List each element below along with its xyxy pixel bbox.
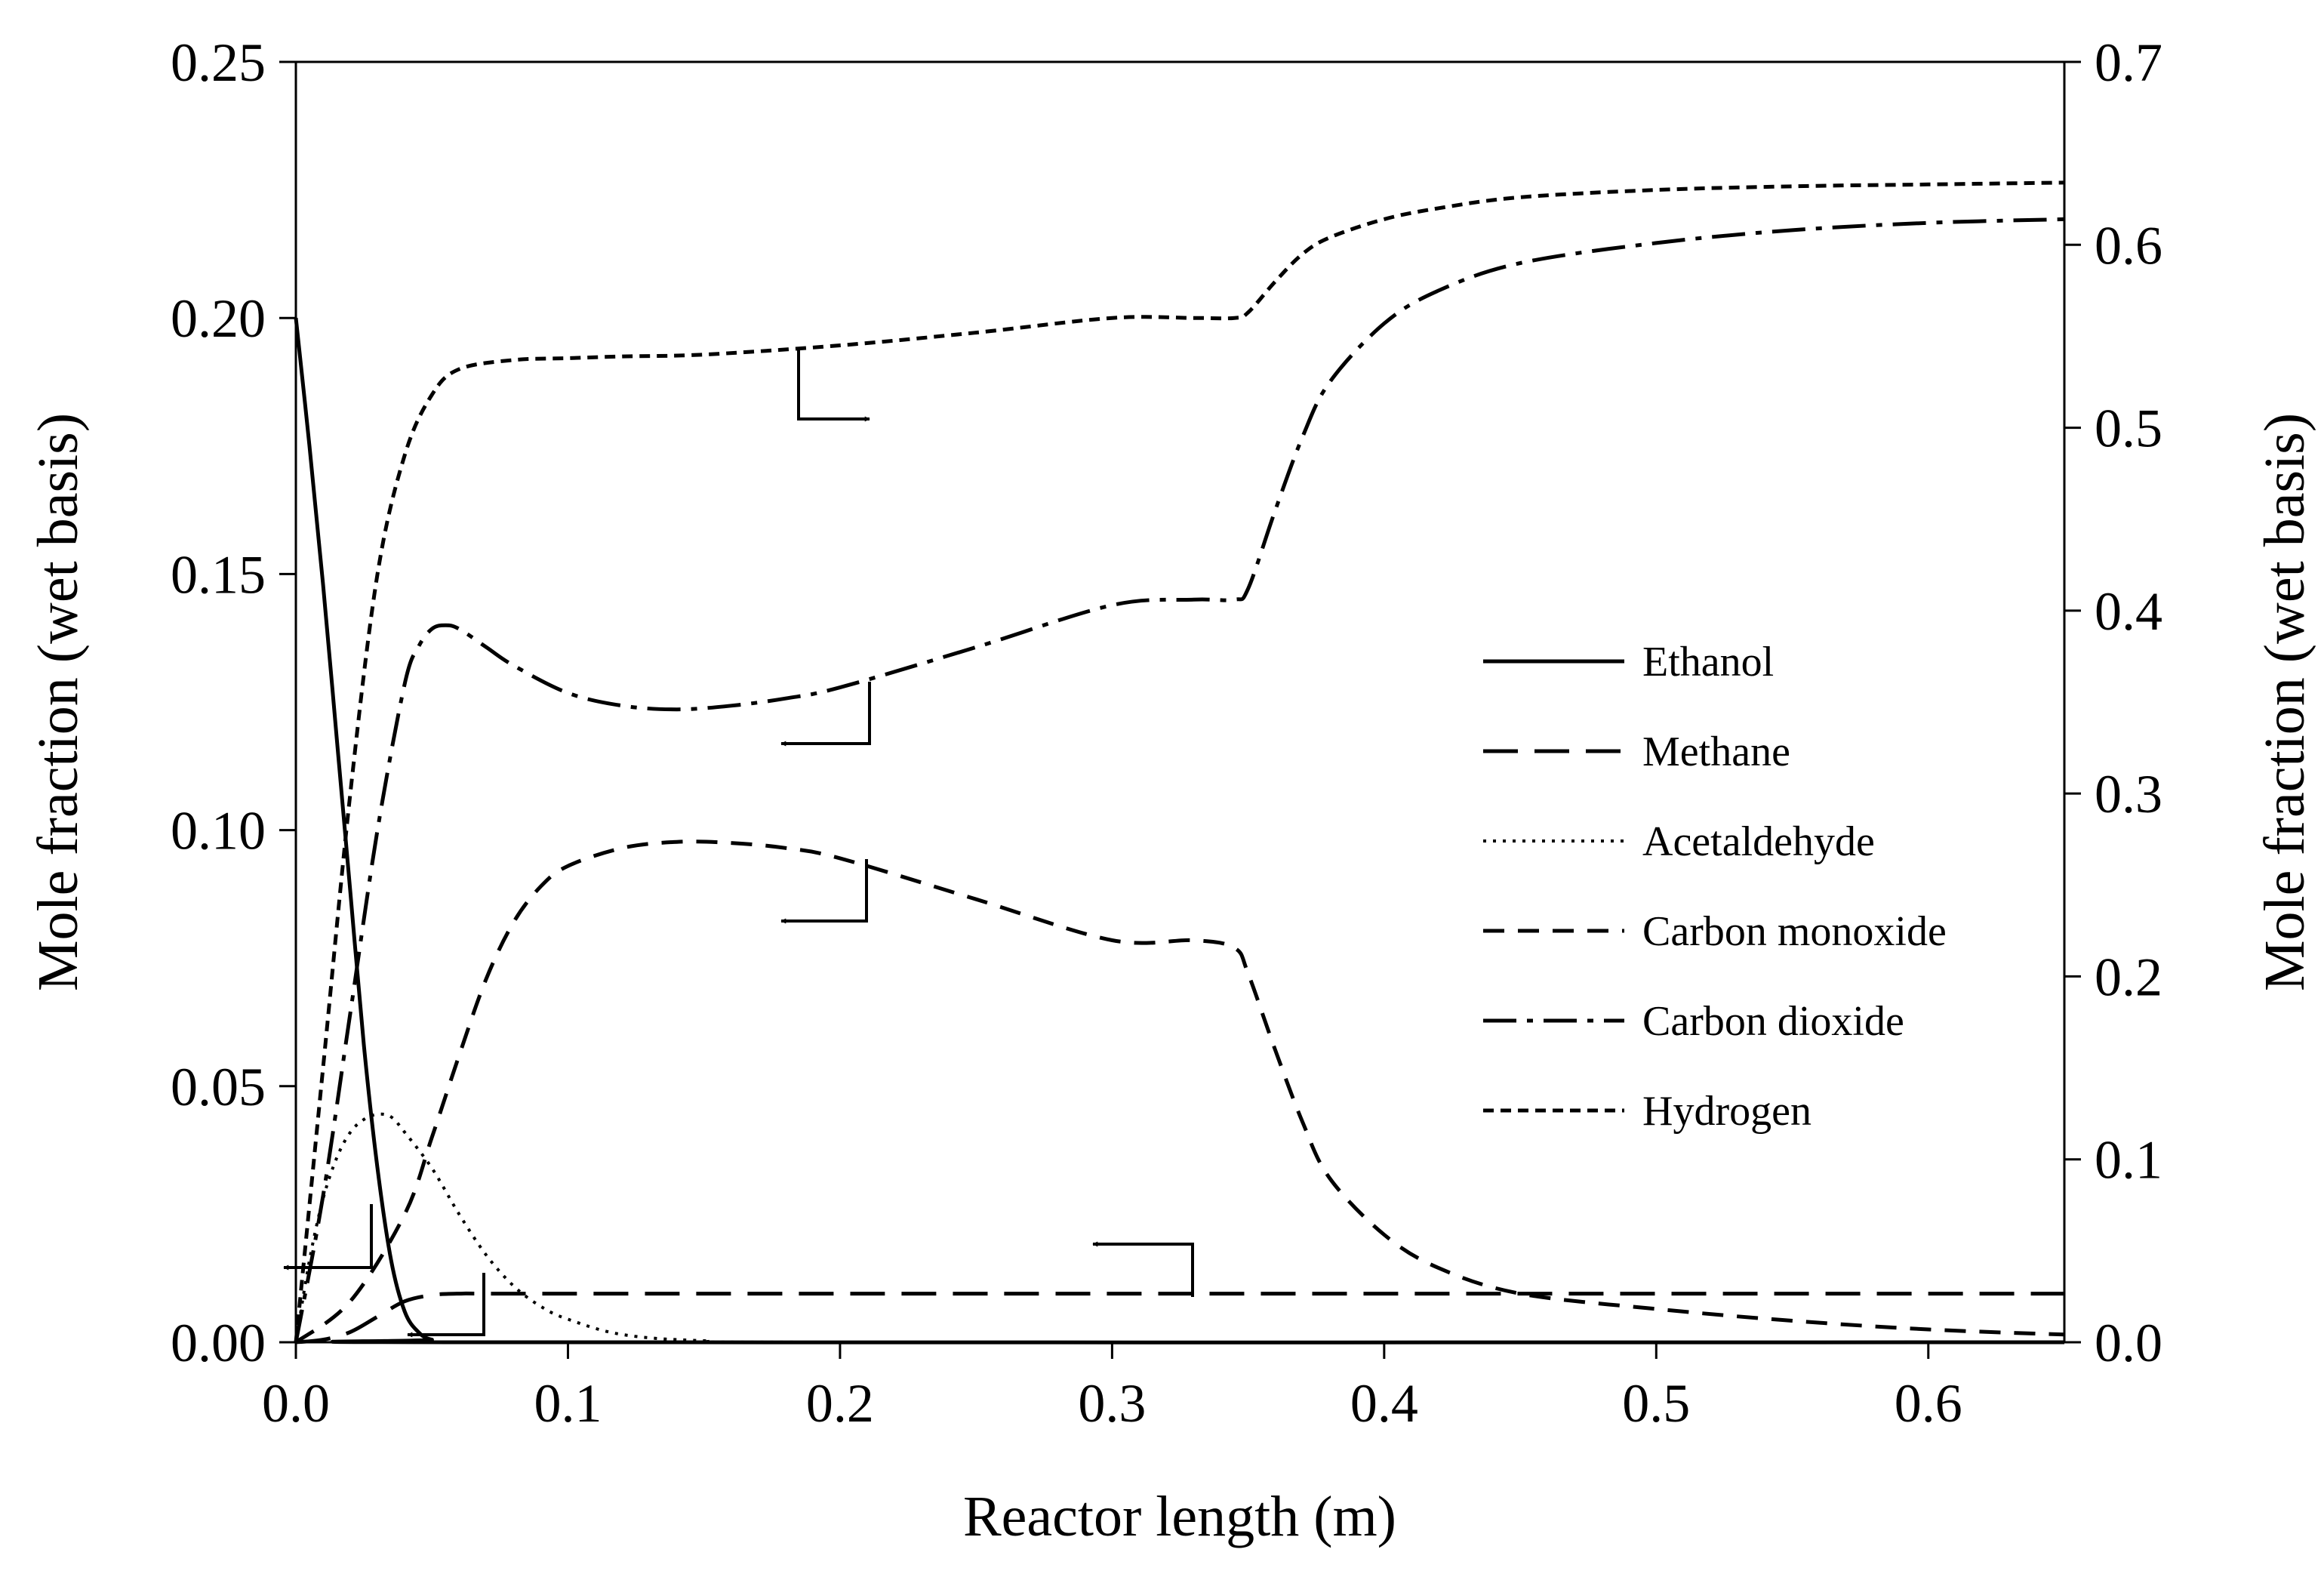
y-left-tick-label-1: 0.05 bbox=[171, 1057, 266, 1117]
y-right-tick-label-7: 0.7 bbox=[2095, 32, 2162, 93]
x-tick-label-6: 0.6 bbox=[1895, 1373, 1962, 1434]
legend-label-carbon-dioxide: Carbon dioxide bbox=[1642, 998, 1904, 1045]
x-tick-label-2: 0.2 bbox=[806, 1373, 874, 1434]
legend-label-ethanol: Ethanol bbox=[1642, 639, 1774, 685]
x-axis-title: Reactor length (m) bbox=[963, 1485, 1396, 1548]
y-right-tick-label-4: 0.4 bbox=[2095, 581, 2162, 642]
y-right-tick-label-3: 0.3 bbox=[2095, 764, 2162, 824]
x-tick-label-0: 0.0 bbox=[262, 1373, 330, 1434]
series-line-ethanol bbox=[294, 317, 2065, 1345]
y-left-tick-label-5: 0.25 bbox=[171, 32, 266, 93]
y-right-axis-title: Mole fraction (wet basis) bbox=[2253, 413, 2316, 991]
series-line-hydrogen bbox=[294, 180, 2065, 1343]
x-tick-label-5: 0.5 bbox=[1622, 1373, 1690, 1434]
series-line-acetaldehyde bbox=[294, 1112, 2065, 1345]
methane-left-axis-pointer bbox=[1092, 1241, 1194, 1297]
y-left-tick-label-0: 0.00 bbox=[171, 1313, 266, 1373]
legend-label-methane: Methane bbox=[1642, 729, 1790, 775]
plot-area bbox=[294, 60, 2066, 1344]
x-tick-label-4: 0.4 bbox=[1350, 1373, 1418, 1434]
legend-label-hydrogen: Hydrogen bbox=[1642, 1088, 1811, 1135]
y-right-tick-label-6: 0.6 bbox=[2095, 215, 2162, 276]
y-left-axis-ticks: 0.00 0.05 0.10 0.15 0.20 0.25 bbox=[171, 32, 296, 1373]
series-line-methane bbox=[295, 1291, 2064, 1345]
y-right-tick-label-0: 0.0 bbox=[2095, 1313, 2162, 1373]
y-right-tick-label-2: 0.2 bbox=[2095, 947, 2162, 1007]
x-tick-label-1: 0.1 bbox=[534, 1373, 602, 1434]
x-axis-ticks: 0.0 0.1 0.2 0.3 0.4 0.5 0.6 bbox=[262, 1342, 1962, 1434]
series-line-carbon-monoxide bbox=[294, 839, 2065, 1345]
carbon-monoxide-left-axis-pointer bbox=[780, 859, 868, 924]
y-right-tick-label-1: 0.1 bbox=[2095, 1130, 2162, 1191]
acetaldehyde-left-axis-pointer bbox=[283, 1204, 373, 1271]
y-left-tick-label-4: 0.20 bbox=[171, 288, 266, 349]
ethanol-left-axis-pointer bbox=[407, 1273, 485, 1338]
y-left-tick-label-3: 0.15 bbox=[171, 544, 266, 605]
y-left-axis-title: Mole fraction (wet basis) bbox=[26, 413, 90, 991]
y-left-tick-label-2: 0.10 bbox=[171, 801, 266, 861]
axis-pointer-annotations bbox=[283, 350, 1194, 1338]
x-tick-label-3: 0.3 bbox=[1078, 1373, 1146, 1434]
legend-label-carbon-monoxide: Carbon monoxide bbox=[1642, 908, 1947, 955]
carbon-dioxide-left-axis-pointer bbox=[780, 682, 871, 747]
legend: Ethanol Methane Acetaldehyde Carbon monoxid… bbox=[1483, 639, 1947, 1135]
series-line-carbon-dioxide bbox=[294, 217, 2065, 1343]
series-layer bbox=[294, 180, 2065, 1345]
legend-label-acetaldehyde: Acetaldehyde bbox=[1642, 818, 1875, 865]
y-right-tick-label-5: 0.5 bbox=[2095, 399, 2162, 459]
y-right-axis-ticks: 0.0 0.1 0.2 0.3 0.4 0.5 0.6 0.7 bbox=[2064, 32, 2162, 1373]
hydrogen-right-axis-pointer bbox=[797, 350, 870, 422]
